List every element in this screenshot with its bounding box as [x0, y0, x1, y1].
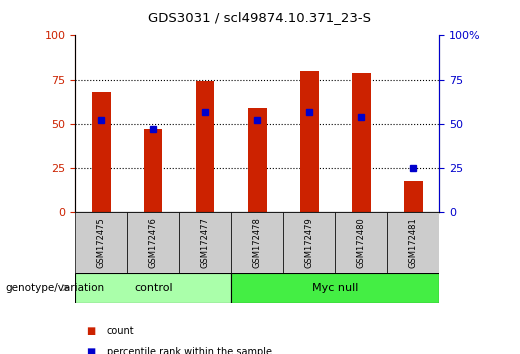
Text: GSM172480: GSM172480: [357, 217, 366, 268]
Text: GSM172478: GSM172478: [253, 217, 262, 268]
Bar: [249, 108, 267, 212]
Text: GSM172476: GSM172476: [149, 217, 158, 268]
Bar: [92, 92, 110, 212]
Text: GSM172481: GSM172481: [409, 217, 418, 268]
Bar: [197, 81, 215, 212]
Text: ■: ■: [86, 326, 95, 336]
Bar: [231, 273, 439, 303]
Text: GSM172479: GSM172479: [305, 217, 314, 268]
Text: Myc null: Myc null: [312, 282, 359, 293]
Bar: [231, 212, 283, 273]
Bar: [75, 212, 127, 273]
Text: percentile rank within the sample: percentile rank within the sample: [107, 347, 271, 354]
Text: count: count: [107, 326, 134, 336]
Text: genotype/variation: genotype/variation: [5, 282, 105, 293]
Bar: [179, 212, 231, 273]
Bar: [301, 71, 318, 212]
Bar: [283, 212, 335, 273]
Text: control: control: [134, 282, 173, 293]
Bar: [405, 181, 422, 212]
Text: GSM172475: GSM172475: [97, 217, 106, 268]
Bar: [75, 273, 231, 303]
Bar: [145, 129, 162, 212]
Bar: [335, 212, 387, 273]
Text: ■: ■: [86, 347, 95, 354]
Bar: [353, 73, 370, 212]
Bar: [387, 212, 439, 273]
Bar: [127, 212, 179, 273]
Text: GSM172477: GSM172477: [201, 217, 210, 268]
Text: GDS3031 / scl49874.10.371_23-S: GDS3031 / scl49874.10.371_23-S: [149, 11, 371, 24]
